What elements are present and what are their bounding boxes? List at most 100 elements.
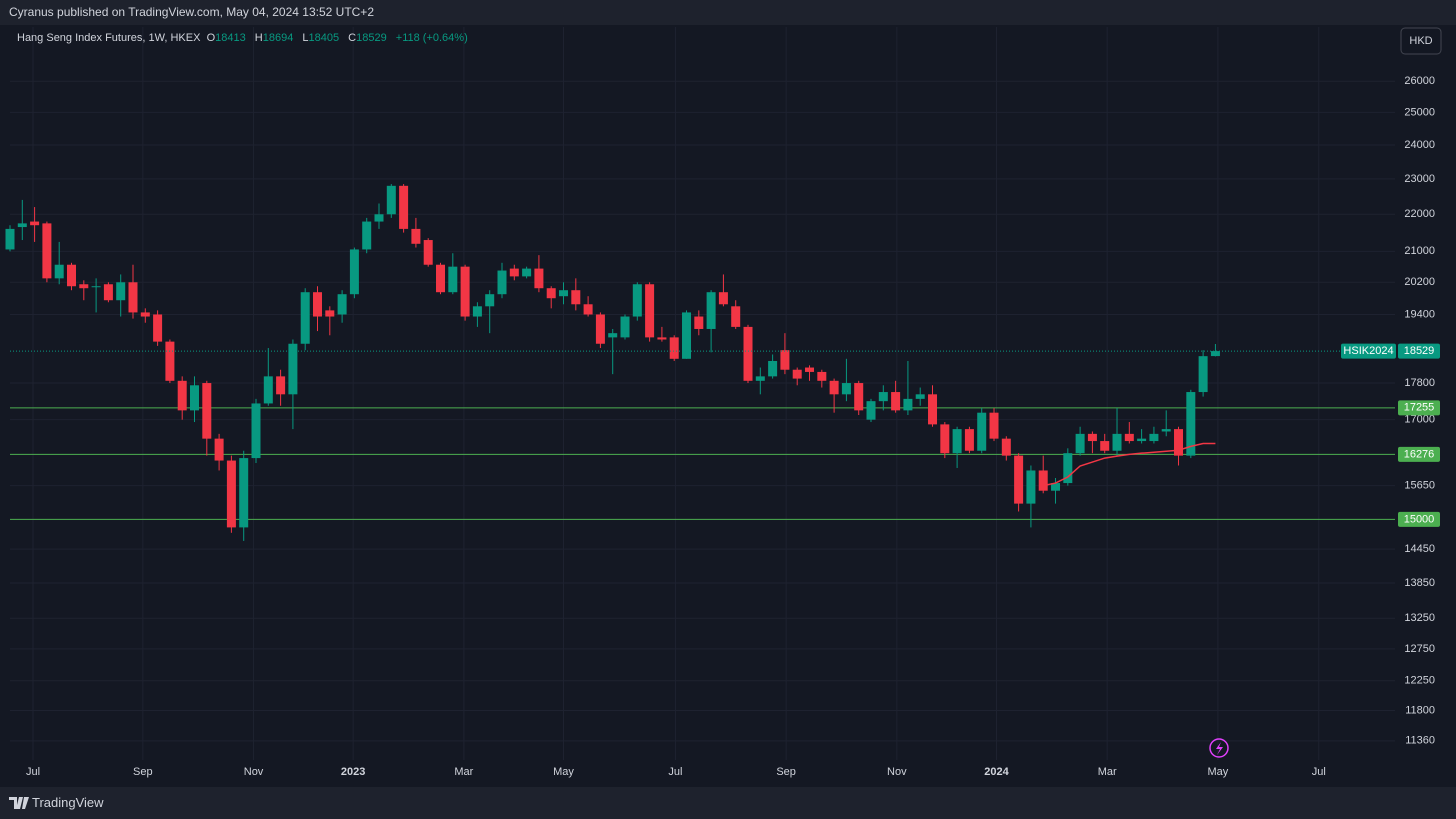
- price-tag: [1398, 343, 1440, 359]
- candle-body: [1087, 433, 1097, 442]
- x-tick-label: Nov: [887, 766, 907, 778]
- candle-body: [632, 284, 642, 317]
- event-icon[interactable]: [1209, 738, 1229, 758]
- candle-body: [534, 268, 544, 289]
- candle-body: [903, 398, 913, 411]
- candle-body: [251, 403, 261, 459]
- candle-body: [1063, 453, 1073, 484]
- chart-bg: [0, 25, 1456, 787]
- candle-body: [79, 284, 89, 289]
- candle-body: [841, 383, 851, 395]
- y-tick-label: 12250: [1404, 675, 1435, 687]
- currency-label: HKD: [1409, 35, 1432, 47]
- candle-body: [571, 290, 581, 305]
- candle-body: [768, 360, 778, 377]
- legend-symbol: Hang Seng Index Futures, 1W, HKEX: [17, 32, 201, 44]
- legend-label: C: [348, 32, 357, 44]
- candle-body: [952, 429, 962, 454]
- candle-body: [1186, 392, 1196, 456]
- symbol-tag: [1341, 343, 1396, 359]
- candle-body: [497, 270, 507, 295]
- candle-body: [472, 306, 482, 317]
- legend-label: O: [206, 32, 216, 44]
- candle-body: [190, 385, 200, 411]
- candle-body: [349, 249, 359, 295]
- candle-body: [743, 326, 753, 381]
- candle-body: [1161, 429, 1171, 432]
- level-tag: [1398, 400, 1440, 416]
- currency-button[interactable]: [1400, 27, 1442, 55]
- y-tick-label: 13250: [1404, 612, 1435, 624]
- candle-body: [731, 306, 741, 327]
- x-tick-label: Jul: [1312, 766, 1326, 778]
- candle-body: [1149, 433, 1159, 442]
- y-tick-label: 17000: [1404, 414, 1435, 426]
- candle-body: [386, 185, 396, 215]
- candle-body: [977, 412, 987, 451]
- level-tag: [1398, 511, 1440, 527]
- candle-body: [559, 290, 569, 297]
- candle-body: [300, 292, 310, 344]
- y-tick-label: 24000: [1404, 139, 1435, 151]
- y-tick-label: 19400: [1404, 308, 1435, 320]
- x-tick-label: Sep: [133, 766, 153, 778]
- candle-body: [1038, 470, 1048, 491]
- level-tag: [1398, 446, 1440, 462]
- candle-body: [153, 314, 163, 342]
- candle-body: [460, 266, 470, 317]
- candle-body: [436, 264, 446, 293]
- candle-body: [928, 394, 938, 425]
- candle-body: [276, 376, 286, 395]
- legend-value: 18413: [215, 32, 246, 44]
- level-label: 17255: [1404, 402, 1435, 414]
- level-label: 16276: [1404, 448, 1435, 460]
- x-tick-label: May: [553, 766, 574, 778]
- x-tick-label: Sep: [776, 766, 796, 778]
- candle-body: [1075, 433, 1085, 454]
- candle-body: [17, 223, 27, 228]
- y-tick-label: 14450: [1404, 543, 1435, 555]
- candle-body: [522, 268, 532, 277]
- candle-body: [682, 312, 692, 359]
- x-tick-label: Jul: [668, 766, 682, 778]
- candle-body: [411, 228, 421, 244]
- chart: HKD 26000 25000 24000 23000 22000 21000 20200 1…: [0, 25, 1456, 787]
- x-tick-label: Nov: [244, 766, 264, 778]
- candle-body: [177, 380, 187, 411]
- candle-body: [288, 343, 298, 395]
- y-tick-label: 13850: [1404, 577, 1435, 589]
- candle-body: [1210, 351, 1220, 357]
- candle-body: [620, 316, 630, 338]
- candle-body: [103, 284, 113, 301]
- y-tick-label: 20200: [1404, 276, 1435, 288]
- legend-label: H: [254, 32, 263, 44]
- logo: [9, 797, 29, 809]
- candle-body: [91, 286, 101, 288]
- x-tick-label: 2023: [341, 766, 365, 778]
- candle-body: [915, 394, 925, 399]
- y-tick-label: 15650: [1404, 480, 1435, 492]
- candle-body: [792, 369, 802, 379]
- candle-body: [891, 392, 901, 411]
- level-label: 15000: [1404, 513, 1435, 525]
- candle-body: [30, 221, 40, 226]
- candle-body: [940, 424, 950, 454]
- candle-body: [226, 460, 236, 528]
- y-tick-label: 11360: [1405, 735, 1435, 747]
- candle-body: [1014, 455, 1024, 504]
- candle-body: [964, 429, 974, 451]
- candle-body: [325, 310, 335, 317]
- candle-body: [657, 337, 667, 340]
- candle-body: [718, 292, 728, 305]
- candle-body: [509, 268, 519, 277]
- candle-body: [263, 376, 273, 404]
- candle-body: [755, 376, 765, 381]
- y-tick-label: 21000: [1404, 245, 1435, 257]
- candle-body: [67, 264, 77, 287]
- event-bolt: [1216, 742, 1223, 755]
- price-label: 18529: [1404, 345, 1435, 357]
- publish-bar: Cyranus published on TradingView.com, Ma…: [0, 0, 1456, 25]
- x-tick-label: Mar: [1098, 766, 1117, 778]
- y-tick-label: 12750: [1404, 643, 1435, 655]
